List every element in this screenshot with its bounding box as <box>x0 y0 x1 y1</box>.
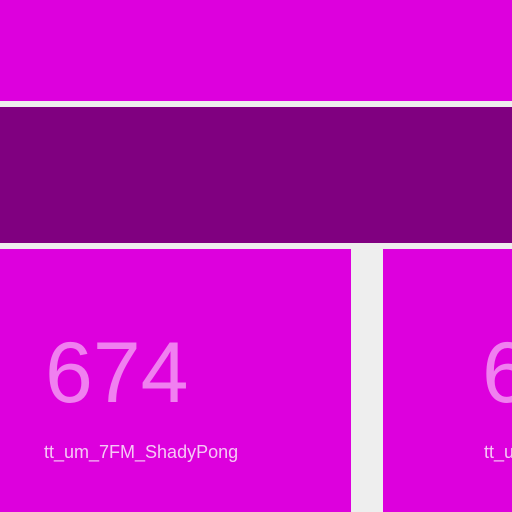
tile-number: 674 <box>45 325 189 421</box>
project-tile[interactable]: 674 tt_um_7FM_ShadyPong <box>0 249 351 512</box>
tile-number: 6 <box>482 325 512 421</box>
middle-panel[interactable] <box>0 107 512 243</box>
project-tile[interactable]: 6 tt_u <box>383 249 512 512</box>
tile-label: tt_u <box>484 442 512 462</box>
tile-label: tt_um_7FM_ShadyPong <box>44 442 239 462</box>
top-panel[interactable] <box>0 0 512 101</box>
